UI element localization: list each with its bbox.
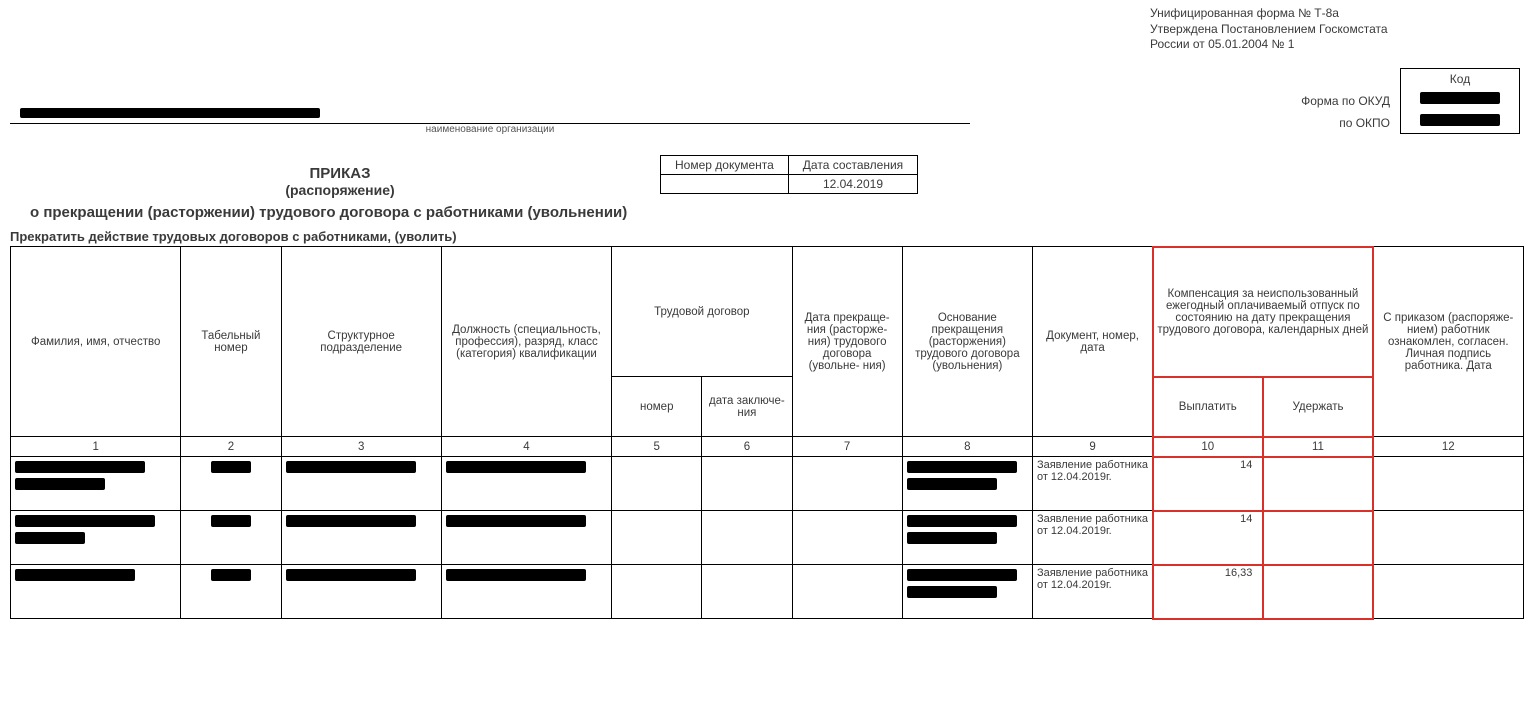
col-num: 10 [1153,437,1263,457]
col-2-head: Табельный номер [181,247,281,437]
code-block: Код Форма по ОКУД по ОКПО [1150,68,1520,134]
col-11-head: Удержать [1263,377,1373,437]
subline: Прекратить действие трудовых договоров с… [10,229,1524,244]
cell-dept [281,457,441,511]
doc-num-head: Номер документа [661,156,789,175]
cell-sign [1373,565,1523,619]
table-body: Заявление работника от 12.04.2019г. 14 З… [11,457,1524,619]
cell-reason [902,511,1032,565]
cell-name [11,565,181,619]
cell-term-date [792,565,902,619]
doc-date-value: 12.04.2019 [788,175,917,194]
cell-pay: 16,33 [1153,565,1263,619]
cell-contract-date [702,457,792,511]
doc-date-head: Дата составления [788,156,917,175]
cell-contract-date [702,511,792,565]
col-num: 7 [792,437,902,457]
cell-position [441,565,611,619]
col-9-head: Документ, номер, дата [1032,247,1152,437]
cell-hold [1263,511,1373,565]
cell-reason [902,565,1032,619]
col-7-head: Дата прекраще- ния (расторже- ния) трудо… [792,247,902,437]
col-5-head: номер [612,377,702,437]
cell-term-date [792,511,902,565]
cell-hold [1263,457,1373,511]
doc-number-table: Номер документа Дата составления 12.04.2… [660,155,918,194]
col-10-head: Выплатить [1153,377,1263,437]
cell-contract-num [612,511,702,565]
col-num: 1 [11,437,181,457]
form-header-line: России от 05.01.2004 № 1 [1150,37,1510,53]
title-long: о прекращении (расторжении) трудового до… [30,204,1524,221]
title-main: ПРИКАЗ [30,165,650,182]
col-num: 9 [1032,437,1152,457]
main-table: Фамилия, имя, отчество Табельный номер С… [10,246,1524,619]
okud-label: Форма по ОКУД [1150,94,1400,108]
col-1011-head: Компенсация за неиспользованный ежегодны… [1153,247,1373,377]
cell-contract-date [702,565,792,619]
cell-pay: 14 [1153,457,1263,511]
form-header-line: Утверждена Постановлением Госкомстата [1150,22,1510,38]
cell-doc: Заявление работника от 12.04.2019г. [1032,457,1152,511]
table-row: Заявление работника от 12.04.2019г. 14 [11,511,1524,565]
col-num: 12 [1373,437,1523,457]
cell-tabnum [181,565,281,619]
cell-contract-num [612,457,702,511]
col-num: 11 [1263,437,1373,457]
doc-num-value [661,175,789,194]
cell-reason [902,457,1032,511]
col-3-head: Структурное подразделение [281,247,441,437]
col-num: 4 [441,437,611,457]
cell-name [11,457,181,511]
table-row: Заявление работника от 12.04.2019г. 16,3… [11,565,1524,619]
cell-doc: Заявление работника от 12.04.2019г. [1032,565,1152,619]
okpo-value [1400,112,1520,134]
col-56-head: Трудовой договор [612,247,792,377]
cell-sign [1373,457,1523,511]
col-num: 5 [612,437,702,457]
col-num: 3 [281,437,441,457]
cell-pay: 14 [1153,511,1263,565]
cell-position [441,457,611,511]
col-8-head: Основание прекращения (расторжения) труд… [902,247,1032,437]
form-header-line: Унифицированная форма № Т-8а [1150,6,1510,22]
okud-value [1400,90,1520,112]
col-num: 8 [902,437,1032,457]
col-num: 6 [702,437,792,457]
cell-hold [1263,565,1373,619]
cell-dept [281,565,441,619]
cell-tabnum [181,457,281,511]
cell-position [441,511,611,565]
cell-contract-num [612,565,702,619]
col-6-head: дата заключе- ния [702,377,792,437]
cell-doc: Заявление работника от 12.04.2019г. [1032,511,1152,565]
org-name-line [10,106,970,124]
col-num: 2 [181,437,281,457]
cell-tabnum [181,511,281,565]
org-caption: наименование организации [10,124,970,135]
okpo-label: по ОКПО [1150,116,1400,130]
table-row: Заявление работника от 12.04.2019г. 14 [11,457,1524,511]
cell-term-date [792,457,902,511]
cell-sign [1373,511,1523,565]
col-12-head: С приказом (распоряже- нием) работник оз… [1373,247,1523,437]
title-sub: (распоряжение) [30,182,650,198]
cell-name [11,511,181,565]
col-1-head: Фамилия, имя, отчество [11,247,181,437]
cell-dept [281,511,441,565]
form-header: Унифицированная форма № Т-8а Утверждена … [1150,6,1510,53]
col-4-head: Должность (специальность, профессия), ра… [441,247,611,437]
code-head: Код [1400,68,1520,90]
